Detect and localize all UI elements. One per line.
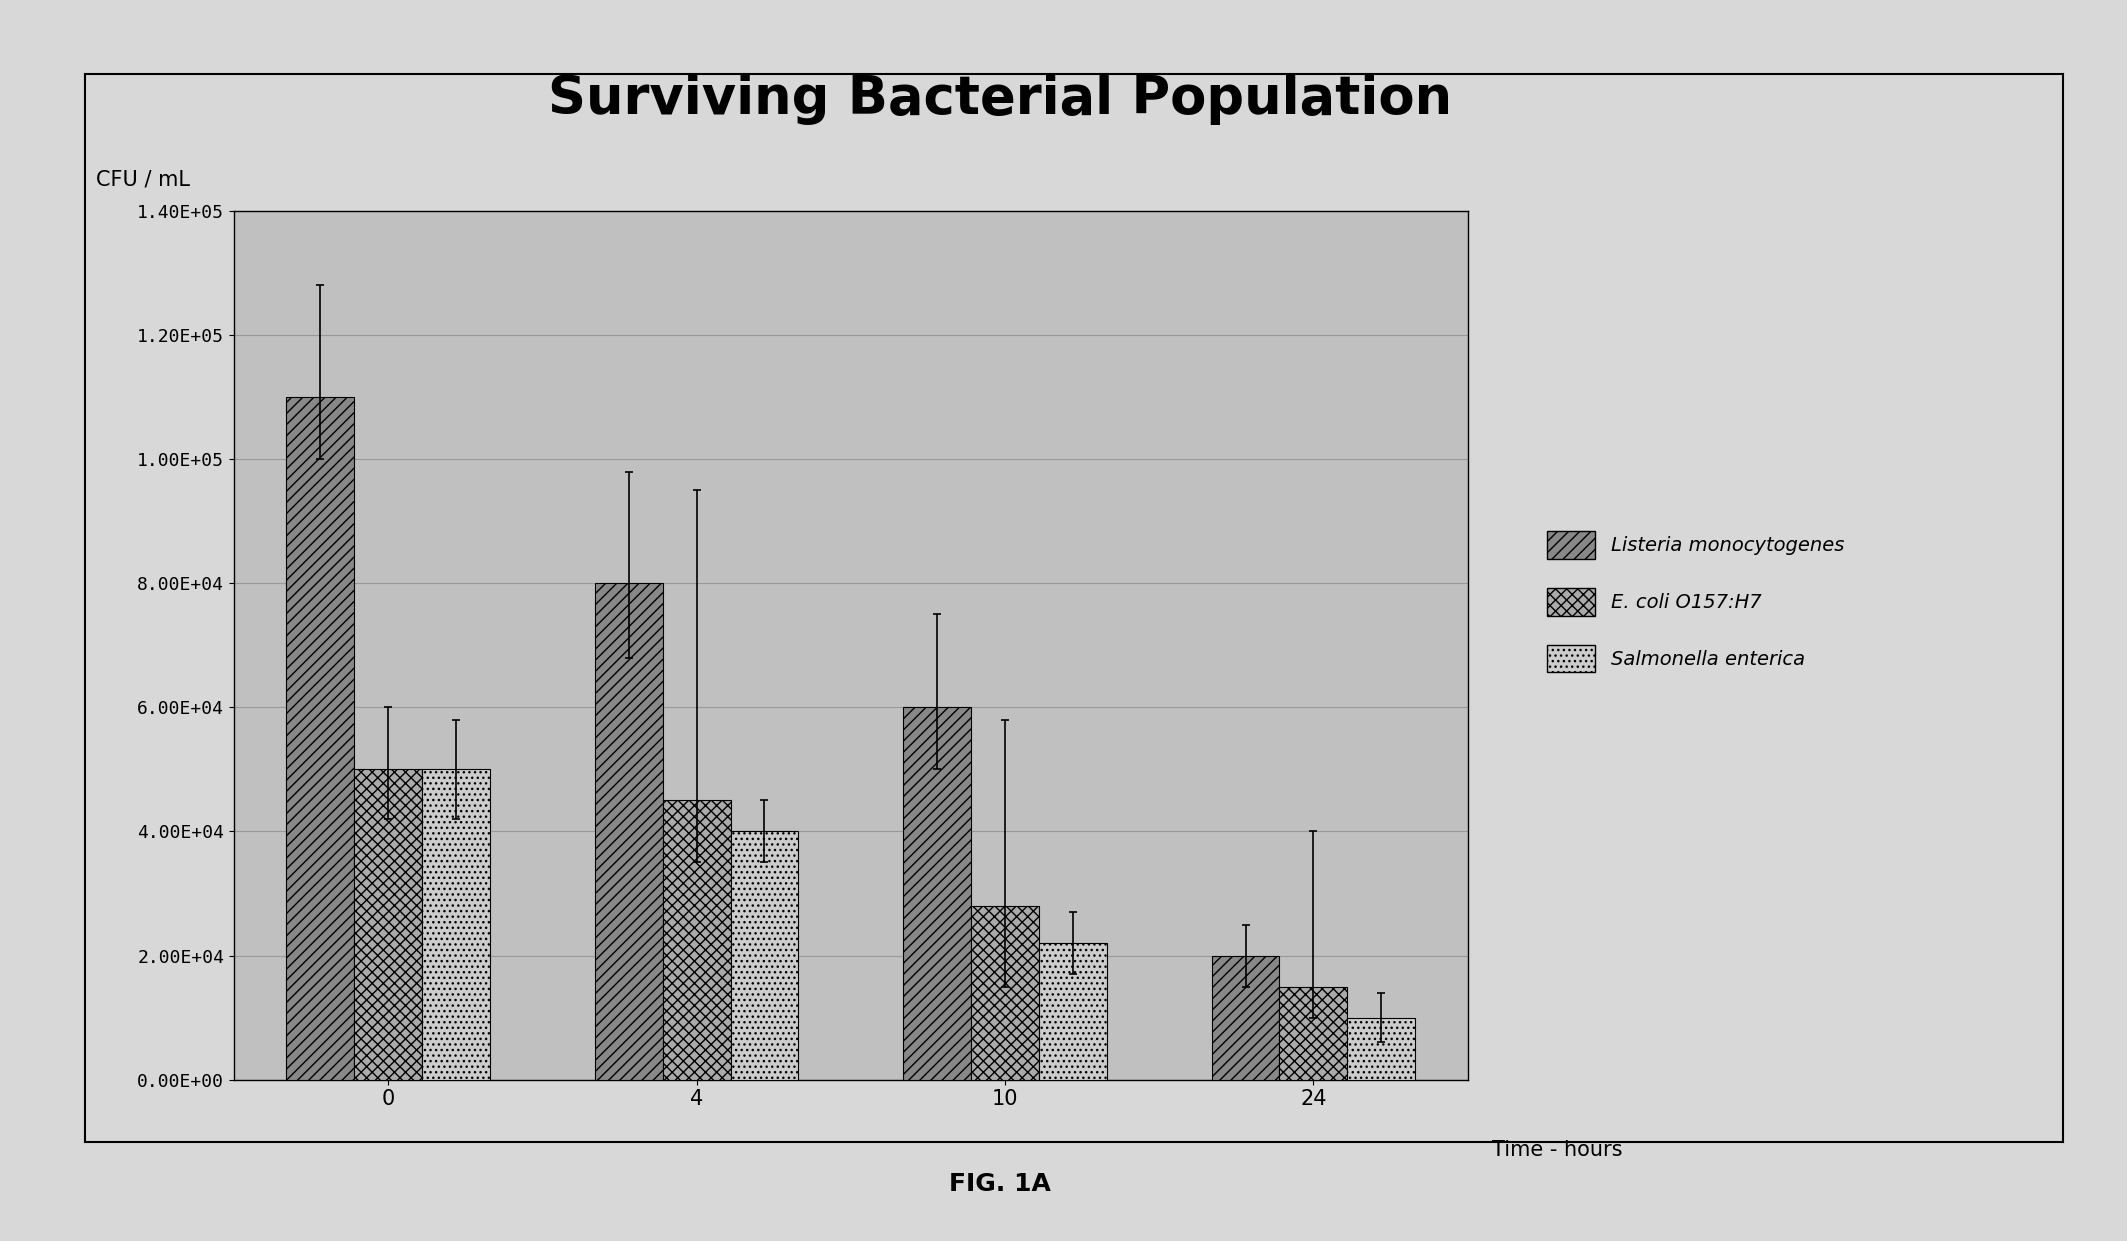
Bar (904, 707, 972, 1080)
Bar (730, 831, 798, 1080)
Bar (664, 800, 730, 1080)
Bar (355, 769, 421, 1080)
Text: CFU / mL: CFU / mL (96, 170, 189, 190)
Bar (1212, 956, 1280, 1080)
Legend: Listeria monocytogenes, E. coli O157:H7, Salmonella enterica: Listeria monocytogenes, E. coli O157:H7,… (1540, 524, 1853, 680)
Bar (421, 769, 489, 1080)
Bar (1346, 1018, 1414, 1080)
Bar (972, 906, 1038, 1080)
Text: FIG. 1A: FIG. 1A (949, 1173, 1051, 1196)
Text: Surviving Bacterial Population: Surviving Bacterial Population (547, 73, 1453, 125)
Bar (596, 583, 664, 1080)
Bar (1280, 987, 1346, 1080)
Bar (1038, 943, 1106, 1080)
Text: Time - hours: Time - hours (1493, 1140, 1623, 1160)
Bar (287, 397, 355, 1080)
